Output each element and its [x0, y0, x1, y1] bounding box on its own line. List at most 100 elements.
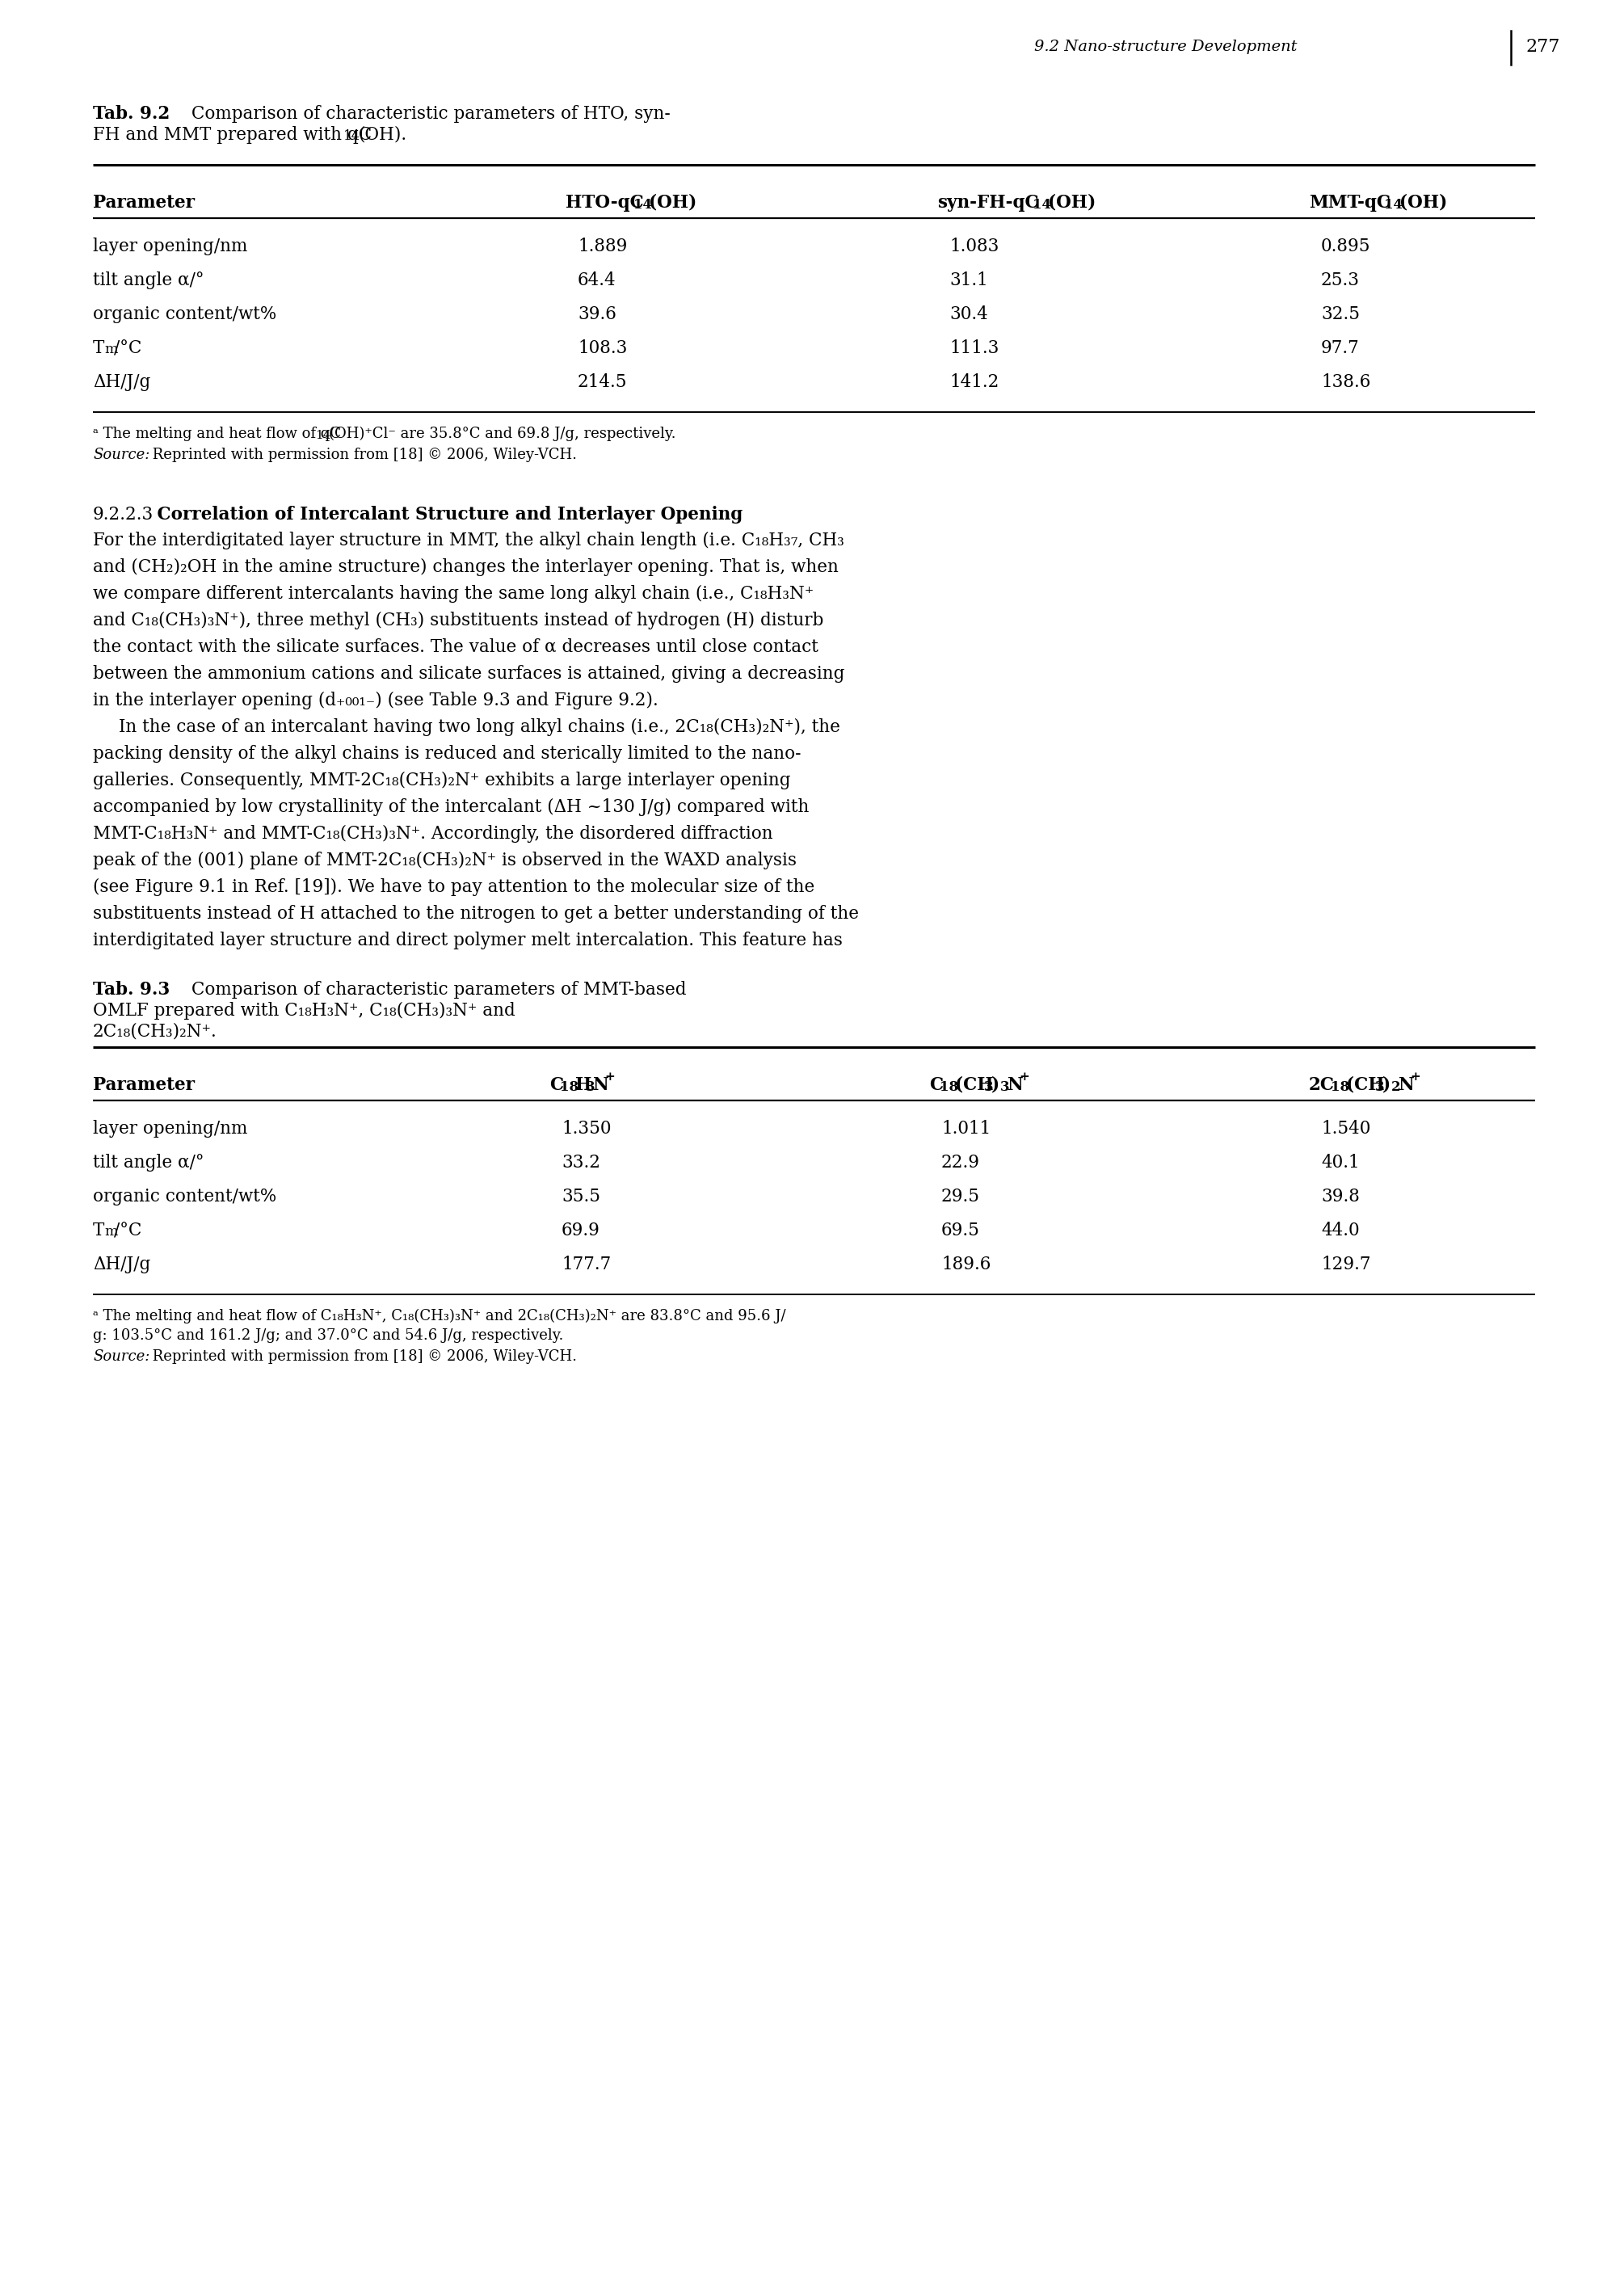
- Text: ᵃ The melting and heat flow of qC: ᵃ The melting and heat flow of qC: [93, 426, 341, 442]
- Text: 9.2.2.3: 9.2.2.3: [93, 506, 154, 524]
- Text: 1.011: 1.011: [942, 1119, 991, 1138]
- Text: (OH)⁺Cl⁻ are 35.8°C and 69.8 J/g, respectively.: (OH)⁺Cl⁻ are 35.8°C and 69.8 J/g, respec…: [328, 426, 676, 442]
- Text: 18: 18: [1330, 1080, 1350, 1094]
- Text: 138.6: 138.6: [1320, 373, 1371, 391]
- Text: m: m: [104, 1225, 117, 1238]
- Text: 30.4: 30.4: [950, 304, 987, 323]
- Text: ΔH/J/g: ΔH/J/g: [93, 373, 151, 391]
- Text: 14: 14: [1384, 197, 1403, 211]
- Text: 97.7: 97.7: [1320, 339, 1359, 357]
- Text: /°C: /°C: [114, 339, 141, 357]
- Text: /°C: /°C: [114, 1222, 141, 1238]
- Text: ᵃ The melting and heat flow of C₁₈H₃N⁺, C₁₈(CH₃)₃N⁺ and 2C₁₈(CH₃)₂N⁺ are 83.8°C : ᵃ The melting and heat flow of C₁₈H₃N⁺, …: [93, 1309, 786, 1323]
- Text: 0.895: 0.895: [1320, 238, 1371, 256]
- Text: Source:: Source:: [93, 1348, 149, 1364]
- Text: 2C₁₈(CH₃)₂N⁺.: 2C₁₈(CH₃)₂N⁺.: [93, 1023, 218, 1041]
- Text: and (CH₂)₂OH in the amine structure) changes the interlayer opening. That is, wh: and (CH₂)₂OH in the amine structure) cha…: [93, 559, 838, 577]
- Text: In the case of an intercalant having two long alkyl chains (i.e., 2C₁₈(CH₃)₂N⁺),: In the case of an intercalant having two…: [119, 719, 840, 737]
- Text: accompanied by low crystallinity of the intercalant (ΔH ~130 J/g) compared with: accompanied by low crystallinity of the …: [93, 799, 809, 817]
- Text: packing density of the alkyl chains is reduced and sterically limited to the nan: packing density of the alkyl chains is r…: [93, 744, 801, 762]
- Text: syn-FH-qC: syn-FH-qC: [937, 195, 1039, 211]
- Text: interdigitated layer structure and direct polymer melt intercalation. This featu: interdigitated layer structure and direc…: [93, 932, 843, 950]
- Text: FH and MMT prepared with qC: FH and MMT prepared with qC: [93, 126, 372, 144]
- Text: 9.2 Nano-structure Development: 9.2 Nano-structure Development: [1034, 39, 1298, 55]
- Text: (see Figure 9.1 in Ref. [19]). We have to pay attention to the molecular size of: (see Figure 9.1 in Ref. [19]). We have t…: [93, 879, 815, 895]
- Text: Reprinted with permission from [18] © 2006, Wiley-VCH.: Reprinted with permission from [18] © 20…: [148, 1348, 577, 1364]
- Text: 1.540: 1.540: [1320, 1119, 1371, 1138]
- Text: substituents instead of H attached to the nitrogen to get a better understanding: substituents instead of H attached to th…: [93, 904, 859, 922]
- Text: 18: 18: [940, 1080, 958, 1094]
- Text: (OH): (OH): [1047, 195, 1096, 211]
- Text: Reprinted with permission from [18] © 2006, Wiley-VCH.: Reprinted with permission from [18] © 20…: [148, 449, 577, 462]
- Text: (CH: (CH: [1346, 1076, 1385, 1094]
- Text: 14: 14: [1033, 197, 1051, 211]
- Text: Parameter: Parameter: [93, 195, 195, 211]
- Text: 2C: 2C: [1309, 1076, 1335, 1094]
- Text: 111.3: 111.3: [950, 339, 999, 357]
- Text: 189.6: 189.6: [942, 1257, 991, 1273]
- Text: 64.4: 64.4: [578, 272, 615, 288]
- Text: 35.5: 35.5: [562, 1188, 601, 1206]
- Text: 214.5: 214.5: [578, 373, 627, 391]
- Text: g: 103.5°C and 161.2 J/g; and 37.0°C and 54.6 J/g, respectively.: g: 103.5°C and 161.2 J/g; and 37.0°C and…: [93, 1328, 564, 1344]
- Text: 1.083: 1.083: [950, 238, 999, 256]
- Text: MMT-C₁₈H₃N⁺ and MMT-C₁₈(CH₃)₃N⁺. Accordingly, the disordered diffraction: MMT-C₁₈H₃N⁺ and MMT-C₁₈(CH₃)₃N⁺. Accordi…: [93, 824, 773, 842]
- Text: T: T: [93, 339, 104, 357]
- Text: H: H: [575, 1076, 591, 1094]
- Text: (OH): (OH): [650, 195, 697, 211]
- Text: 2: 2: [1392, 1080, 1400, 1094]
- Text: Parameter: Parameter: [93, 1076, 195, 1094]
- Text: Correlation of Intercalant Structure and Interlayer Opening: Correlation of Intercalant Structure and…: [151, 506, 742, 524]
- Text: layer opening/nm: layer opening/nm: [93, 238, 247, 256]
- Text: 1.889: 1.889: [578, 238, 627, 256]
- Text: (OH): (OH): [1400, 195, 1447, 211]
- Text: 14: 14: [315, 430, 331, 442]
- Text: 129.7: 129.7: [1320, 1257, 1371, 1273]
- Text: Source:: Source:: [93, 449, 149, 462]
- Text: ΔH/J/g: ΔH/J/g: [93, 1257, 151, 1273]
- Text: 14: 14: [343, 128, 361, 142]
- Text: 141.2: 141.2: [950, 373, 999, 391]
- Text: N: N: [1398, 1076, 1415, 1094]
- Text: 108.3: 108.3: [578, 339, 627, 357]
- Text: organic content/wt%: organic content/wt%: [93, 304, 276, 323]
- Text: 14: 14: [633, 197, 651, 211]
- Text: tilt angle α/°: tilt angle α/°: [93, 1154, 205, 1172]
- Text: 39.8: 39.8: [1320, 1188, 1359, 1206]
- Text: ): ): [1382, 1076, 1390, 1094]
- Text: 22.9: 22.9: [942, 1154, 979, 1172]
- Text: 177.7: 177.7: [562, 1257, 611, 1273]
- Text: layer opening/nm: layer opening/nm: [93, 1119, 247, 1138]
- Text: 1.350: 1.350: [562, 1119, 611, 1138]
- Text: galleries. Consequently, MMT-2C₁₈(CH₃)₂N⁺ exhibits a large interlayer opening: galleries. Consequently, MMT-2C₁₈(CH₃)₂N…: [93, 771, 791, 790]
- Text: 69.9: 69.9: [562, 1222, 601, 1238]
- Text: 31.1: 31.1: [950, 272, 987, 288]
- Text: 40.1: 40.1: [1320, 1154, 1359, 1172]
- Text: between the ammonium cations and silicate surfaces is attained, giving a decreas: between the ammonium cations and silicat…: [93, 666, 844, 682]
- Text: 32.5: 32.5: [1320, 304, 1359, 323]
- Text: in the interlayer opening (d₊₀₀₁₋) (see Table 9.3 and Figure 9.2).: in the interlayer opening (d₊₀₀₁₋) (see …: [93, 691, 658, 710]
- Text: 44.0: 44.0: [1320, 1222, 1359, 1238]
- Text: C: C: [929, 1076, 944, 1094]
- Text: (CH: (CH: [955, 1076, 994, 1094]
- Text: For the interdigitated layer structure in MMT, the alkyl chain length (i.e. C₁₈H: For the interdigitated layer structure i…: [93, 531, 844, 549]
- Text: N: N: [1007, 1076, 1023, 1094]
- Text: 33.2: 33.2: [562, 1154, 601, 1172]
- Text: 69.5: 69.5: [942, 1222, 979, 1238]
- Text: MMT-qC: MMT-qC: [1309, 195, 1390, 211]
- Text: (OH).: (OH).: [357, 126, 406, 144]
- Text: 39.6: 39.6: [578, 304, 617, 323]
- Text: 18: 18: [560, 1080, 578, 1094]
- Text: m: m: [104, 343, 117, 357]
- Text: we compare different intercalants having the same long alkyl chain (i.e., C₁₈H₃N: we compare different intercalants having…: [93, 586, 814, 602]
- Text: 3: 3: [586, 1080, 594, 1094]
- Text: 3: 3: [1376, 1080, 1385, 1094]
- Text: 3: 3: [1000, 1080, 1010, 1094]
- Text: Comparison of characteristic parameters of MMT-based: Comparison of characteristic parameters …: [185, 982, 687, 998]
- Text: OMLF prepared with C₁₈H₃N⁺, C₁₈(CH₃)₃N⁺ and: OMLF prepared with C₁₈H₃N⁺, C₁₈(CH₃)₃N⁺ …: [93, 1003, 515, 1019]
- Text: N: N: [593, 1076, 609, 1094]
- Text: Tab. 9.3: Tab. 9.3: [93, 982, 171, 998]
- Text: +: +: [1018, 1071, 1030, 1083]
- Text: 3: 3: [984, 1080, 994, 1094]
- Text: Tab. 9.2: Tab. 9.2: [93, 105, 171, 124]
